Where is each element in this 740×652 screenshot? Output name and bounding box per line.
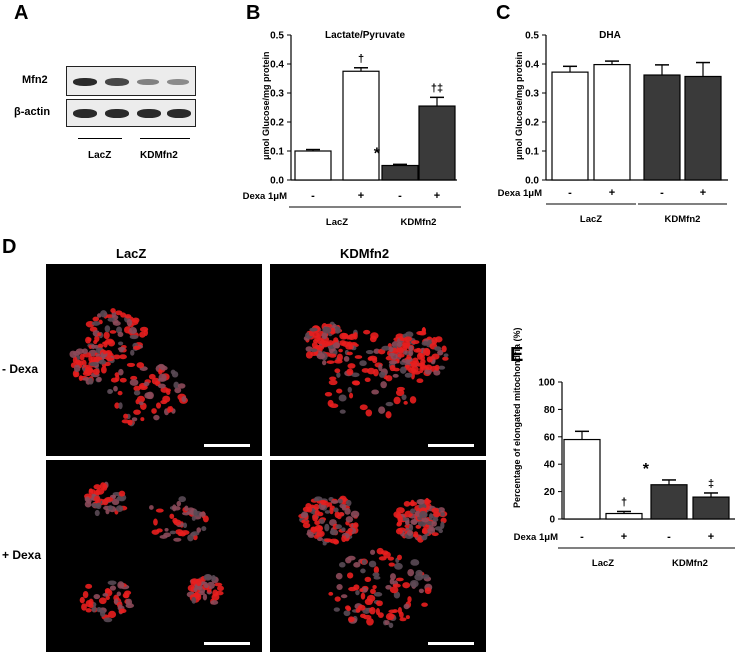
chart-b-annotation: * bbox=[374, 145, 381, 162]
chart-c-ytick-label: 0.2 bbox=[525, 118, 539, 129]
blot-label-beta-actin: β-actin bbox=[14, 106, 51, 118]
chart-e-treatment-sign: + bbox=[621, 531, 627, 543]
chart-c-treatment-sign: - bbox=[568, 187, 572, 199]
micrograph-kdmfn2-plus-dexa bbox=[270, 460, 486, 652]
chart-b-treatment-sign: - bbox=[311, 190, 315, 202]
chart-b-annotation: † bbox=[358, 53, 364, 65]
chart-b-bar bbox=[342, 70, 380, 181]
micrograph-lacz-plus-dexa bbox=[46, 460, 262, 652]
chart-c-treatment-label: Dexa 1μM bbox=[498, 188, 542, 199]
micrograph-row-plus-dexa: + Dexa bbox=[2, 548, 42, 562]
chart-e-ytick-label: 100 bbox=[538, 378, 555, 389]
chart-c-ylabel: μmol Glucose/mg protein bbox=[514, 51, 524, 160]
chart-c-ytick-label: 0.5 bbox=[525, 31, 539, 42]
blot-group-kdmfn2: KDMfn2 bbox=[140, 150, 178, 161]
chart-c-treatment-sign: + bbox=[700, 187, 706, 199]
panel-letter-b: B bbox=[246, 2, 261, 24]
micrograph-col-lacz: LacZ bbox=[116, 246, 147, 261]
chart-e-group-label: KDMfn2 bbox=[672, 558, 708, 569]
chart-c-ytick-label: 0.0 bbox=[525, 176, 539, 187]
chart-c-group-label: KDMfn2 bbox=[665, 214, 701, 225]
chart-b-bar bbox=[418, 105, 456, 181]
chart-e-bar bbox=[563, 438, 601, 520]
chart-c-treatment-sign: - bbox=[660, 187, 664, 199]
chart-c-treatment-sign: + bbox=[609, 187, 615, 199]
panel-letter-c: C bbox=[496, 2, 511, 24]
chart-e-ytick-label: 20 bbox=[544, 487, 556, 498]
blot-strip-beta-actin bbox=[66, 99, 196, 127]
chart-c-ytick-label: 0.3 bbox=[525, 89, 539, 100]
chart-b-treatment-label: Dexa 1μM bbox=[243, 191, 287, 202]
blot-strip-mfn2 bbox=[66, 66, 196, 96]
chart-c-plot: 0.0 0.1 0.2 0.3 0.4 0.5 - + - + Dexa 1μM LacZ KDMfn2 bbox=[498, 31, 728, 225]
chart-b-ytick-label: 0.3 bbox=[270, 89, 284, 100]
blot-label-mfn2: Mfn2 bbox=[22, 74, 48, 86]
chart-b-ytick-label: 0.2 bbox=[270, 118, 284, 129]
chart-c-ytick-label: 0.4 bbox=[525, 60, 539, 71]
chart-b-bar bbox=[381, 164, 419, 181]
chart-e-bar bbox=[605, 512, 643, 520]
chart-c-bar bbox=[643, 74, 681, 181]
panel-letter-a: A bbox=[14, 2, 29, 24]
chart-e-ytick-label: 0 bbox=[549, 515, 555, 526]
chart-b-treatment-sign: + bbox=[358, 190, 364, 202]
chart-b-annotation: †‡ bbox=[431, 82, 443, 94]
chart-e-bar bbox=[650, 484, 688, 520]
chart-e-ytick-label: 80 bbox=[544, 405, 556, 416]
chart-b-title: Lactate/Pyruvate bbox=[324, 30, 406, 41]
chart-e-annotation: † bbox=[621, 496, 627, 508]
micrograph-col-kdmfn2: KDMfn2 bbox=[340, 246, 390, 261]
chart-e-ytick-label: 40 bbox=[544, 460, 556, 471]
chart-c-ytick-label: 0.1 bbox=[525, 147, 539, 158]
chart-e-bar bbox=[692, 496, 730, 520]
micrograph-row-minus-dexa: - Dexa bbox=[2, 362, 39, 376]
blot-group-lacz: LacZ bbox=[88, 150, 112, 161]
chart-e-group-label: LacZ bbox=[592, 558, 614, 569]
chart-b-ytick-label: 0.5 bbox=[270, 31, 284, 42]
chart-b-treatment-sign: - bbox=[398, 190, 402, 202]
chart-b-bar bbox=[294, 150, 332, 181]
micrograph-kdmfn2-minus-dexa bbox=[270, 264, 486, 456]
chart-b-plot: 0.0 0.1 0.2 0.3 0.4 0.5 - † + * - †‡ + Dexa 1μM LacZ KD… bbox=[243, 31, 461, 228]
chart-b-group-label: LacZ bbox=[326, 217, 348, 228]
chart-e-treatment-sign: - bbox=[580, 531, 584, 543]
chart-e-annotation: * bbox=[643, 461, 650, 478]
chart-c-bar bbox=[684, 75, 722, 181]
chart-c-title: DHA bbox=[599, 30, 621, 41]
panel-letter-e: E bbox=[510, 344, 524, 366]
chart-c-bar bbox=[593, 63, 631, 181]
micrograph-lacz-minus-dexa bbox=[46, 264, 262, 456]
chart-c-group-label: LacZ bbox=[580, 214, 602, 225]
chart-e-treatment-sign: - bbox=[667, 531, 671, 543]
chart-b-ytick-label: 0.1 bbox=[270, 147, 284, 158]
chart-b-ytick-label: 0.4 bbox=[270, 60, 284, 71]
chart-c-bar bbox=[551, 71, 589, 181]
chart-b-treatment-sign: + bbox=[434, 190, 440, 202]
chart-b-ytick-label: 0.0 bbox=[270, 176, 284, 187]
chart-e-treatment-label: Dexa 1μM bbox=[514, 532, 558, 543]
chart-e-ylabel: Percentage of elongated mitochondria (%) bbox=[512, 327, 522, 508]
chart-b-group-label: KDMfn2 bbox=[401, 217, 437, 228]
chart-e-ytick-label: 60 bbox=[544, 432, 556, 443]
panel-letter-d: D bbox=[2, 236, 17, 258]
chart-e-treatment-sign: + bbox=[708, 531, 714, 543]
chart-e-plot: 0 20 40 60 80 100 - † + * - ‡ + Dexa 1μM LacZ KDMfn2 bbox=[514, 378, 735, 569]
chart-e-annotation: ‡ bbox=[708, 478, 714, 490]
chart-e-ylabel-text: Percentage of elongated mitochondria (%) bbox=[512, 327, 522, 508]
